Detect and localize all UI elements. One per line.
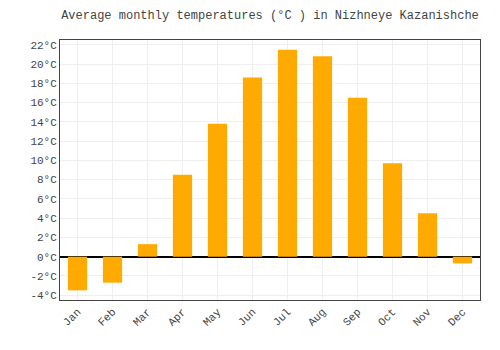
svg-text:May: May (201, 306, 224, 329)
svg-text:12°C: 12°C (30, 136, 57, 148)
svg-text:14°C: 14°C (30, 117, 57, 129)
svg-text:Dec: Dec (446, 306, 468, 328)
svg-text:16°C: 16°C (30, 97, 57, 109)
svg-text:Sep: Sep (341, 306, 363, 328)
svg-text:-4°C: -4°C (30, 290, 57, 302)
svg-text:Jul: Jul (271, 306, 293, 328)
svg-text:8°C: 8°C (37, 174, 57, 186)
svg-text:Nov: Nov (411, 306, 434, 329)
svg-text:Jan: Jan (61, 306, 83, 328)
svg-text:Feb: Feb (96, 306, 118, 328)
svg-text:18°C: 18°C (30, 78, 57, 90)
svg-text:-2°C: -2°C (30, 271, 57, 283)
svg-text:Aug: Aug (306, 306, 328, 328)
svg-text:Mar: Mar (131, 306, 153, 328)
svg-text:10°C: 10°C (30, 155, 57, 167)
svg-text:0°C: 0°C (37, 252, 57, 264)
svg-text:Average monthly temperatures (: Average monthly temperatures (°C ) in Ni… (61, 9, 479, 23)
svg-text:22°C: 22°C (30, 40, 57, 52)
svg-text:6°C: 6°C (37, 194, 57, 206)
svg-text:20°C: 20°C (30, 59, 57, 71)
svg-text:Jun: Jun (236, 306, 258, 328)
svg-text:2°C: 2°C (37, 232, 57, 244)
svg-text:Apr: Apr (166, 306, 188, 328)
svg-text:Oct: Oct (376, 306, 398, 328)
svg-text:4°C: 4°C (37, 213, 57, 225)
